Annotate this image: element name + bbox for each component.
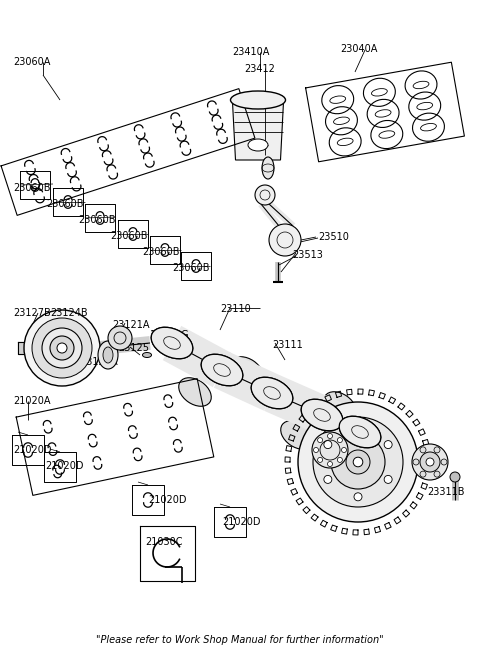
Ellipse shape xyxy=(151,328,193,359)
Text: 23060B: 23060B xyxy=(46,199,84,209)
Circle shape xyxy=(341,447,347,453)
Ellipse shape xyxy=(339,417,381,448)
Ellipse shape xyxy=(143,352,152,358)
Circle shape xyxy=(346,450,370,474)
Circle shape xyxy=(420,452,440,472)
Text: 21020D: 21020D xyxy=(148,495,187,505)
Circle shape xyxy=(434,471,440,477)
Polygon shape xyxy=(232,102,284,160)
Text: 23200D: 23200D xyxy=(308,487,347,497)
Text: 23513: 23513 xyxy=(292,250,323,260)
Text: "Please refer to Work Shop Manual for further information": "Please refer to Work Shop Manual for fu… xyxy=(96,635,384,645)
Ellipse shape xyxy=(151,328,193,359)
Polygon shape xyxy=(18,342,28,354)
Circle shape xyxy=(108,326,132,350)
Circle shape xyxy=(337,438,342,443)
Text: 23110: 23110 xyxy=(220,304,251,314)
Ellipse shape xyxy=(98,341,118,369)
Text: 21020D: 21020D xyxy=(45,461,84,471)
Circle shape xyxy=(313,447,319,453)
Circle shape xyxy=(337,457,342,462)
Ellipse shape xyxy=(231,357,263,385)
Text: 23060B: 23060B xyxy=(78,215,116,225)
Ellipse shape xyxy=(201,354,243,386)
Text: 23226B: 23226B xyxy=(397,452,435,462)
Circle shape xyxy=(420,447,426,453)
Circle shape xyxy=(42,328,82,368)
Text: 23410A: 23410A xyxy=(232,47,269,57)
Ellipse shape xyxy=(301,400,343,431)
Text: 21020A: 21020A xyxy=(13,396,50,406)
Circle shape xyxy=(50,336,74,360)
Circle shape xyxy=(318,438,323,443)
Text: 23124B: 23124B xyxy=(50,308,88,318)
Circle shape xyxy=(450,472,460,482)
Circle shape xyxy=(354,423,362,431)
Text: 23111: 23111 xyxy=(272,340,303,350)
Text: 23060B: 23060B xyxy=(142,247,180,257)
Circle shape xyxy=(24,310,100,386)
Text: 21121A: 21121A xyxy=(308,435,346,445)
Circle shape xyxy=(57,343,67,353)
Circle shape xyxy=(441,459,447,465)
Circle shape xyxy=(331,435,385,489)
Circle shape xyxy=(327,462,333,466)
Text: 23127B: 23127B xyxy=(13,308,51,318)
Ellipse shape xyxy=(201,354,243,386)
Text: 21020D: 21020D xyxy=(222,517,261,527)
Text: 23040A: 23040A xyxy=(340,44,377,54)
Circle shape xyxy=(353,457,363,467)
Text: 21020D: 21020D xyxy=(13,445,51,455)
Circle shape xyxy=(327,434,333,438)
Circle shape xyxy=(354,493,362,501)
Ellipse shape xyxy=(301,400,343,431)
Ellipse shape xyxy=(251,377,293,409)
Circle shape xyxy=(384,441,392,449)
Text: 23060A: 23060A xyxy=(13,57,50,67)
Circle shape xyxy=(434,447,440,453)
Text: 23510: 23510 xyxy=(318,232,349,242)
Circle shape xyxy=(255,185,275,205)
Text: 23412: 23412 xyxy=(244,64,275,74)
Circle shape xyxy=(313,417,403,507)
Circle shape xyxy=(324,441,332,449)
Circle shape xyxy=(32,318,92,378)
Circle shape xyxy=(413,459,419,465)
Ellipse shape xyxy=(262,157,274,179)
Ellipse shape xyxy=(324,392,356,421)
Ellipse shape xyxy=(230,91,286,109)
Circle shape xyxy=(159,338,167,346)
Circle shape xyxy=(412,444,448,480)
Text: 23311B: 23311B xyxy=(427,487,465,497)
Text: 23060B: 23060B xyxy=(172,263,209,273)
Ellipse shape xyxy=(251,377,293,409)
Circle shape xyxy=(312,432,348,468)
Text: 21030C: 21030C xyxy=(145,537,182,547)
Circle shape xyxy=(420,471,426,477)
Text: 23125: 23125 xyxy=(118,343,149,353)
Ellipse shape xyxy=(248,139,268,151)
Text: 23121A: 23121A xyxy=(112,320,149,330)
Ellipse shape xyxy=(281,421,313,449)
Circle shape xyxy=(318,457,323,462)
Circle shape xyxy=(269,224,301,256)
Circle shape xyxy=(426,458,434,466)
Text: 23122A: 23122A xyxy=(80,357,118,367)
Ellipse shape xyxy=(339,417,381,448)
Circle shape xyxy=(384,476,392,483)
Circle shape xyxy=(324,476,332,483)
Text: 23060B: 23060B xyxy=(13,183,50,193)
Ellipse shape xyxy=(103,347,113,363)
Text: 1601DG: 1601DG xyxy=(150,330,190,340)
Ellipse shape xyxy=(179,378,211,406)
Text: 23060B: 23060B xyxy=(110,231,147,241)
Circle shape xyxy=(298,402,418,522)
